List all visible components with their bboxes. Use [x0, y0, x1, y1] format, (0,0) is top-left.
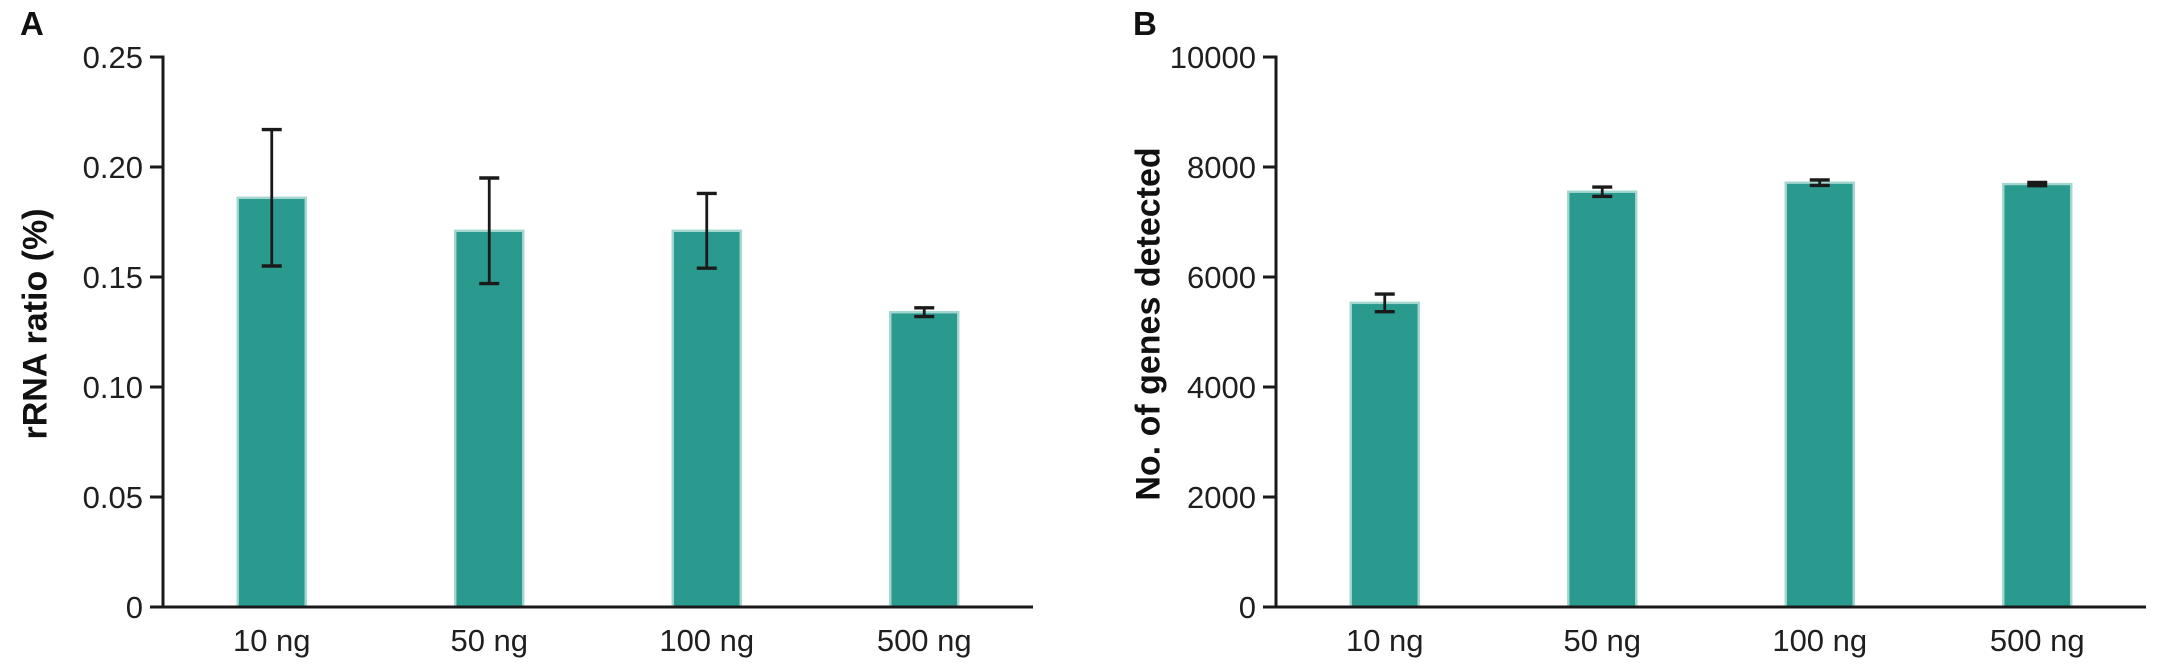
y-tick-label: 6000 — [1187, 260, 1256, 295]
bar-100-ng — [671, 229, 742, 609]
y-tick-label: 0.20 — [83, 150, 143, 185]
y-tick-label: 2000 — [1187, 480, 1256, 515]
error-bar-10-ng — [261, 127, 282, 268]
bar-100-ng — [1784, 181, 1855, 609]
x-tick-label: 500 ng — [877, 623, 972, 658]
y-tick-label: 0 — [126, 590, 143, 625]
panel-a: A rRNA ratio (%) 0 0.05 0.10 0.15 0.20 0.25 10… — [0, 0, 1050, 668]
panel-a-letter: A — [20, 5, 44, 42]
x-tick-label: 50 ng — [450, 623, 528, 658]
x-tick-label: 50 ng — [1563, 623, 1641, 658]
x-tick-label: 10 ng — [1346, 623, 1424, 658]
y-tick-label: 0.15 — [83, 260, 143, 295]
error-bar-500-ng — [2027, 180, 2048, 188]
bar-50-ng — [454, 229, 525, 609]
bar-10-ng — [236, 196, 307, 609]
y-tick-label: 0.10 — [83, 370, 143, 405]
panel-b-letter: B — [1133, 5, 1157, 42]
error-bar-100-ng — [696, 191, 717, 270]
y-tick-label: 8000 — [1187, 150, 1256, 185]
y-tick-label: 0.05 — [83, 480, 143, 515]
error-bar-500-ng — [914, 306, 935, 319]
y-tick-label: 10000 — [1170, 40, 1256, 75]
error-bar-50-ng — [1592, 185, 1613, 199]
y-tick-label: 0 — [1239, 590, 1256, 625]
bar-10-ng — [1349, 301, 1420, 609]
error-bar-50-ng — [479, 176, 500, 286]
panel-b-chart: 0 2000 4000 6000 8000 10000 10 ng 50 ng 100 ng 50… — [1170, 40, 2146, 658]
bar-50-ng — [1567, 190, 1638, 609]
panel-a-chart: 0 0.05 0.10 0.15 0.20 0.25 10 ng 50 ng 100 ng 500… — [83, 40, 1033, 658]
error-bar-10-ng — [1374, 292, 1395, 314]
x-tick-label: 100 ng — [1772, 623, 1867, 658]
x-tick-label: 100 ng — [659, 623, 754, 658]
y-tick-label: 0.25 — [83, 40, 143, 75]
y-tick-label: 4000 — [1187, 370, 1256, 405]
x-tick-label: 10 ng — [233, 623, 311, 658]
bar-500-ng — [889, 311, 960, 609]
x-tick-label: 500 ng — [1990, 623, 2085, 658]
bar-500-ng — [2002, 182, 2073, 609]
error-bar-100-ng — [1809, 178, 1830, 188]
panel-b: B No. of genes detected 0 2000 4000 6000 800… — [1113, 0, 2163, 668]
